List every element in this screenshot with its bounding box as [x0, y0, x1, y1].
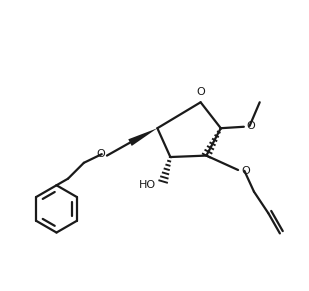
- Text: O: O: [241, 166, 250, 175]
- Polygon shape: [128, 128, 157, 146]
- Text: O: O: [96, 149, 105, 159]
- Text: O: O: [196, 86, 205, 97]
- Text: O: O: [247, 121, 256, 131]
- Text: HO: HO: [139, 180, 156, 190]
